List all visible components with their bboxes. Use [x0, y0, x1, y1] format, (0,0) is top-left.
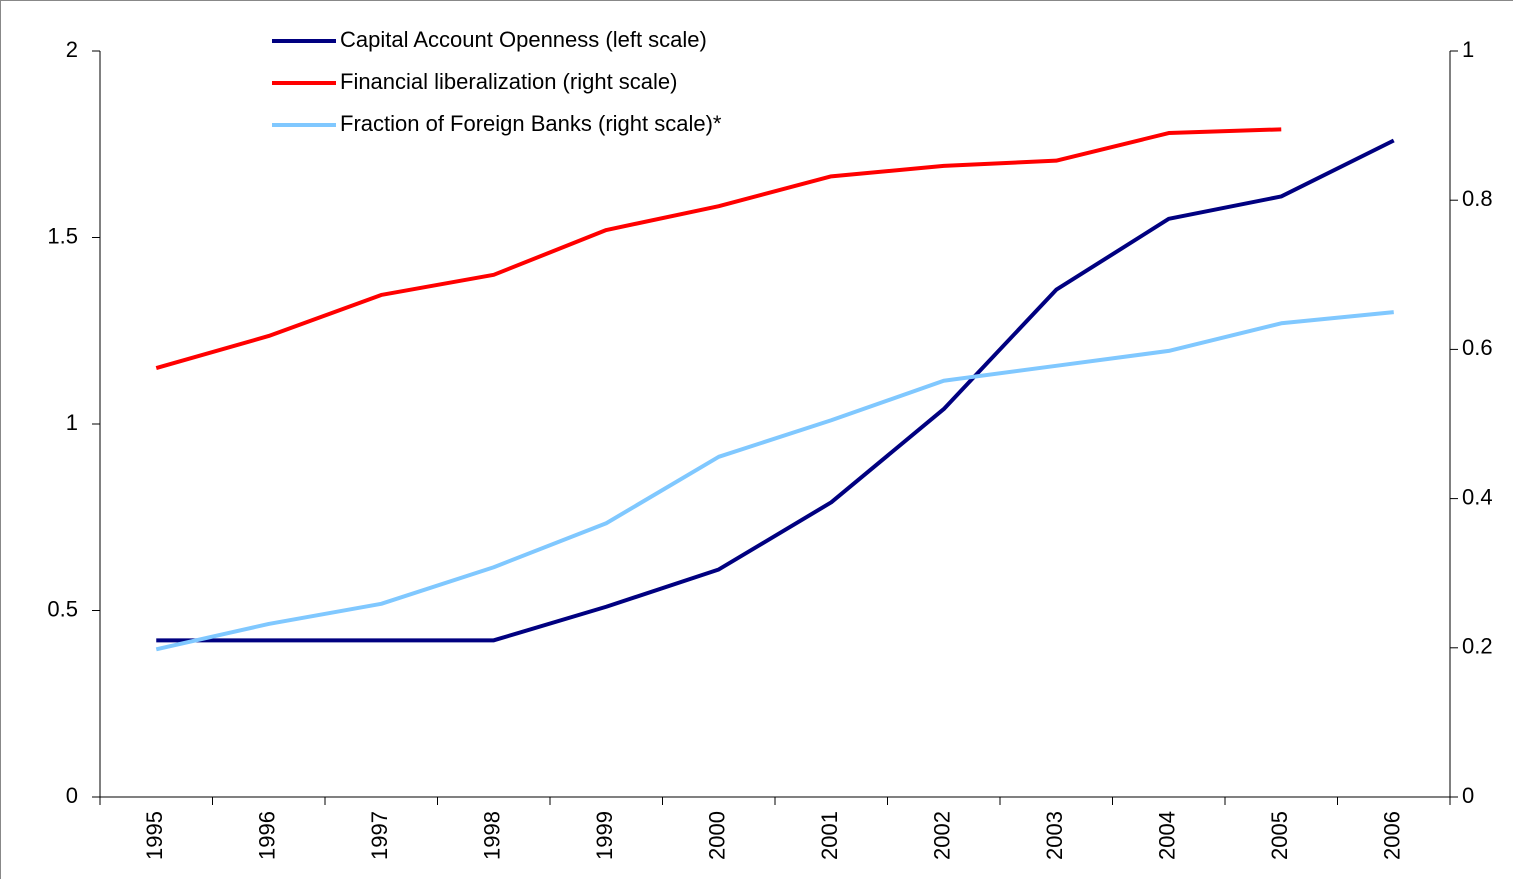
- series-line: [155, 310, 1394, 652]
- y2-tick-label: 0.2: [1462, 634, 1493, 659]
- x-tick-label: 1996: [255, 811, 280, 860]
- x-tick-label: 1998: [480, 811, 505, 860]
- x-tick-label: 1997: [367, 811, 392, 860]
- x-tick-label: 2006: [1380, 811, 1405, 860]
- legend-label: Capital Account Openness (left scale): [340, 27, 707, 52]
- x-tick-label: 2004: [1155, 811, 1180, 860]
- x-tick-label: 2001: [817, 811, 842, 860]
- y2-tick-label: 0.4: [1462, 484, 1493, 509]
- legend-label: Fraction of Foreign Banks (right scale)*: [340, 111, 722, 136]
- y2-tick-label: 0: [1462, 783, 1474, 808]
- y-tick-label: 2: [66, 37, 78, 62]
- y-tick-label: 0: [66, 783, 78, 808]
- x-tick-label: 1999: [592, 811, 617, 860]
- x-tick-label: 1995: [142, 811, 167, 860]
- y-tick-label: 1.5: [47, 223, 78, 248]
- legend-label: Financial liberalization (right scale): [340, 69, 677, 94]
- y2-tick-label: 0.8: [1462, 186, 1493, 211]
- series-line: [156, 138, 1395, 643]
- y2-tick-label: 1: [1462, 37, 1474, 62]
- x-tick-label: 2003: [1042, 811, 1067, 860]
- x-tick-label: 2002: [930, 811, 955, 860]
- y-tick-label: 0.5: [47, 596, 78, 621]
- series-line: [155, 127, 1282, 370]
- y2-tick-label: 0.6: [1462, 335, 1493, 360]
- y-tick-label: 1: [66, 410, 78, 435]
- x-tick-label: 2005: [1267, 811, 1292, 860]
- x-tick-label: 2000: [705, 811, 730, 860]
